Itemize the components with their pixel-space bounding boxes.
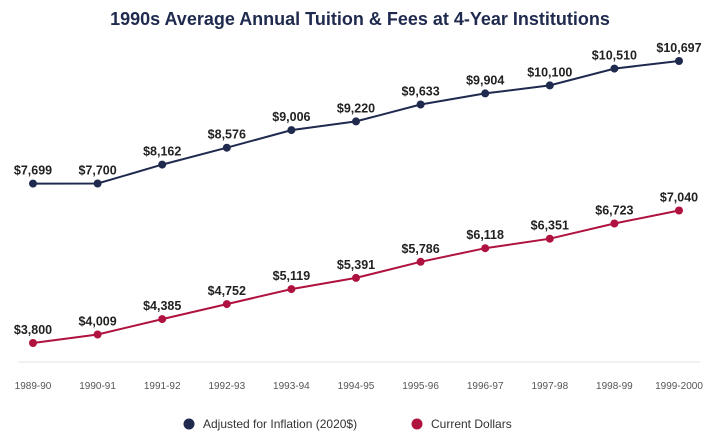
data-label: $9,006 (272, 110, 310, 124)
data-point (610, 219, 619, 228)
x-tick-label: 1991-92 (144, 381, 181, 392)
data-label: $7,040 (660, 191, 698, 205)
data-point (158, 315, 167, 324)
data-point (352, 117, 360, 126)
chart-title: 1990s Average Annual Tuition & Fees at 4… (110, 9, 610, 29)
x-tick-label: 1989-90 (15, 381, 52, 392)
data-label: $10,510 (592, 49, 637, 63)
data-label: $5,786 (401, 242, 439, 256)
data-point (675, 57, 683, 65)
data-label: $6,118 (466, 228, 504, 242)
legend-label-adjusted: Adjusted for Inflation (2020$) (203, 417, 357, 431)
data-point (352, 273, 360, 282)
data-point (222, 143, 231, 152)
data-point (29, 339, 37, 347)
data-label: $9,220 (337, 101, 375, 115)
data-label: $8,576 (208, 128, 246, 142)
x-tick-label: 1992-93 (208, 381, 245, 392)
data-label: $4,752 (208, 284, 246, 298)
x-tick-label: 1999-2000 (655, 381, 703, 392)
legend-label-current: Current Dollars (431, 417, 512, 431)
data-point (675, 206, 683, 215)
series-layer: $7,699 $7,700 $8,162 $8,576 $9,006 $9,220 $9,6… (14, 41, 702, 347)
data-label: $9,904 (466, 73, 504, 87)
x-tick-label: 1994-95 (338, 381, 375, 392)
data-point (93, 330, 102, 339)
data-label: $4,385 (143, 299, 181, 313)
data-label: $5,391 (337, 258, 375, 272)
data-point (287, 126, 296, 135)
data-label: $7,700 (78, 164, 116, 178)
x-tick-label: 1998-99 (596, 381, 633, 392)
series-0: $7,699 $7,700 $8,162 $8,576 $9,006 $9,220 $9,6… (14, 41, 702, 188)
legend-marker-adjusted (183, 418, 195, 430)
data-label: $9,633 (401, 85, 439, 99)
data-point (158, 160, 167, 169)
data-point (287, 285, 296, 294)
data-point (610, 64, 619, 73)
data-point (29, 179, 37, 188)
data-label: $3,800 (14, 323, 52, 337)
data-point (93, 179, 102, 188)
x-tick-label: 1995-96 (402, 381, 439, 392)
data-point (416, 100, 425, 109)
data-label: $4,009 (78, 315, 116, 329)
legend: Adjusted for Inflation (2020$) Current D… (183, 417, 512, 431)
data-point (481, 244, 490, 253)
series-1: $3,800 $4,009 $4,385 $4,752 $5,119 $5,391 $5,7… (14, 191, 698, 347)
x-tick-label: 1990-91 (79, 381, 116, 392)
legend-marker-current (411, 418, 423, 430)
data-label: $6,723 (595, 204, 633, 218)
data-label: $5,119 (273, 269, 311, 283)
data-label: $10,697 (656, 41, 701, 55)
data-point (416, 257, 425, 266)
data-point (545, 81, 554, 90)
x-axis-ticks: 1989-90 1990-91 1991-92 1992-93 1993-94 1994-… (15, 381, 704, 392)
x-tick-label: 1997-98 (531, 381, 568, 392)
x-tick-label: 1993-94 (273, 381, 310, 392)
data-label: $10,100 (527, 65, 572, 79)
data-point (481, 89, 490, 98)
data-point (222, 300, 231, 309)
x-tick-label: 1996-97 (467, 381, 504, 392)
data-label: $7,699 (14, 164, 52, 178)
data-point (545, 234, 554, 243)
data-label: $8,162 (143, 145, 181, 159)
data-label: $6,351 (531, 219, 569, 233)
